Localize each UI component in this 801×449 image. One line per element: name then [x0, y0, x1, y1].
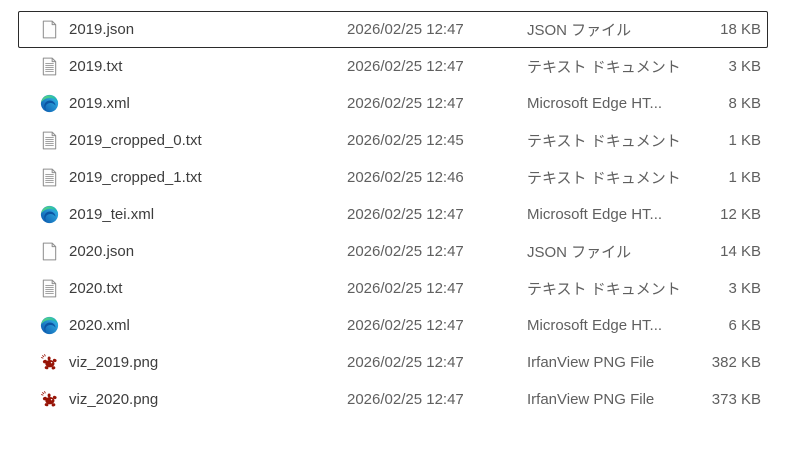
file-type: テキスト ドキュメント — [527, 281, 681, 298]
file-date-modified: 2026/02/25 12:47 — [347, 58, 464, 75]
blank-document-icon — [42, 242, 57, 261]
file-type-icon — [40, 94, 59, 113]
file-name: 2019.json — [69, 21, 135, 38]
file-size: 3 KB — [728, 58, 761, 75]
file-list: 2019.json 2026/02/25 12:47 JSON ファイル 18 … — [18, 11, 768, 418]
file-type: テキスト ドキュメント — [527, 59, 681, 76]
file-name: 2019_tei.xml — [69, 206, 155, 223]
file-row[interactable]: 2020.json 2026/02/25 12:47 JSON ファイル 14 … — [18, 233, 768, 270]
file-size: 8 KB — [728, 95, 761, 112]
file-size: 18 KB — [720, 21, 761, 38]
file-type: JSON ファイル — [527, 22, 632, 39]
file-type-icon — [40, 205, 59, 224]
file-type-icon — [40, 57, 59, 76]
file-date-modified: 2026/02/25 12:47 — [347, 206, 464, 223]
irfanview-icon — [41, 354, 57, 370]
file-row[interactable]: 2019_tei.xml 2026/02/25 12:47 Microsoft … — [18, 196, 768, 233]
file-row[interactable]: 2019_cropped_1.txt 2026/02/25 12:46 テキスト… — [18, 159, 768, 196]
file-type-icon — [40, 390, 59, 409]
file-name: 2019_cropped_0.txt — [69, 132, 202, 149]
blank-document-icon — [42, 20, 57, 39]
edge-browser-icon — [40, 205, 59, 224]
file-size: 3 KB — [728, 280, 761, 297]
file-type-icon — [40, 353, 59, 372]
file-row[interactable]: 2019_cropped_0.txt 2026/02/25 12:45 テキスト… — [18, 122, 768, 159]
file-date-modified: 2026/02/25 12:46 — [347, 169, 464, 186]
file-date-modified: 2026/02/25 12:47 — [347, 95, 464, 112]
file-date-modified: 2026/02/25 12:47 — [347, 317, 464, 334]
file-row[interactable]: 2019.txt 2026/02/25 12:47 テキスト ドキュメント 3 … — [18, 48, 768, 85]
text-document-icon — [42, 131, 57, 150]
file-date-modified: 2026/02/25 12:47 — [347, 280, 464, 297]
file-type-icon — [40, 242, 59, 261]
irfanview-icon — [41, 391, 57, 407]
text-document-icon — [42, 279, 57, 298]
file-row[interactable]: viz_2019.png 2026/02/25 12:47 IrfanView … — [18, 344, 768, 381]
file-type: Microsoft Edge HT... — [527, 95, 663, 112]
file-date-modified: 2026/02/25 12:47 — [347, 391, 464, 408]
file-type-icon — [40, 316, 59, 335]
file-name: 2019_cropped_1.txt — [69, 169, 202, 186]
file-row[interactable]: 2020.txt 2026/02/25 12:47 テキスト ドキュメント 3 … — [18, 270, 768, 307]
file-type: JSON ファイル — [527, 244, 632, 261]
file-size: 1 KB — [728, 169, 761, 186]
file-type: テキスト ドキュメント — [527, 133, 681, 150]
file-type-icon — [40, 20, 59, 39]
text-document-icon — [42, 168, 57, 187]
file-size: 382 KB — [711, 354, 761, 371]
file-name: 2019.txt — [69, 58, 123, 75]
edge-browser-icon — [40, 316, 59, 335]
file-row[interactable]: 2019.json 2026/02/25 12:47 JSON ファイル 18 … — [18, 11, 768, 48]
file-row[interactable]: viz_2020.png 2026/02/25 12:47 IrfanView … — [18, 381, 768, 418]
file-type: Microsoft Edge HT... — [527, 317, 663, 334]
text-document-icon — [42, 57, 57, 76]
file-date-modified: 2026/02/25 12:47 — [347, 21, 464, 38]
file-name: 2020.json — [69, 243, 135, 260]
edge-browser-icon — [40, 94, 59, 113]
file-type: Microsoft Edge HT... — [527, 206, 663, 223]
file-type: IrfanView PNG File — [527, 391, 655, 408]
file-size: 14 KB — [720, 243, 761, 260]
file-name: viz_2019.png — [69, 354, 159, 371]
file-row[interactable]: 2020.xml 2026/02/25 12:47 Microsoft Edge… — [18, 307, 768, 344]
file-type: テキスト ドキュメント — [527, 170, 681, 187]
file-size: 1 KB — [728, 132, 761, 149]
file-row[interactable]: 2019.xml 2026/02/25 12:47 Microsoft Edge… — [18, 85, 768, 122]
file-name: 2020.txt — [69, 280, 123, 297]
file-date-modified: 2026/02/25 12:45 — [347, 132, 464, 149]
file-type: IrfanView PNG File — [527, 354, 655, 371]
file-size: 12 KB — [720, 206, 761, 223]
file-type-icon — [40, 279, 59, 298]
file-size: 373 KB — [711, 391, 761, 408]
file-type-icon — [40, 131, 59, 150]
file-date-modified: 2026/02/25 12:47 — [347, 243, 464, 260]
file-size: 6 KB — [728, 317, 761, 334]
file-name: 2020.xml — [69, 317, 130, 334]
file-explorer-window: 2019.json 2026/02/25 12:47 JSON ファイル 18 … — [18, 11, 768, 418]
file-date-modified: 2026/02/25 12:47 — [347, 354, 464, 371]
file-name: viz_2020.png — [69, 391, 159, 408]
file-type-icon — [40, 168, 59, 187]
file-name: 2019.xml — [69, 95, 130, 112]
